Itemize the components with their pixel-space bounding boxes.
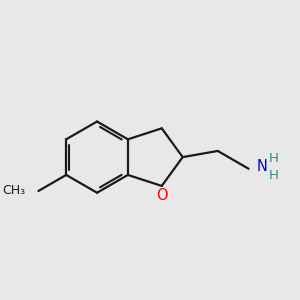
Text: O: O xyxy=(156,188,168,203)
Text: N: N xyxy=(257,160,268,175)
Text: H: H xyxy=(268,152,278,165)
Text: CH₃: CH₃ xyxy=(2,184,25,197)
Text: H: H xyxy=(268,169,278,182)
